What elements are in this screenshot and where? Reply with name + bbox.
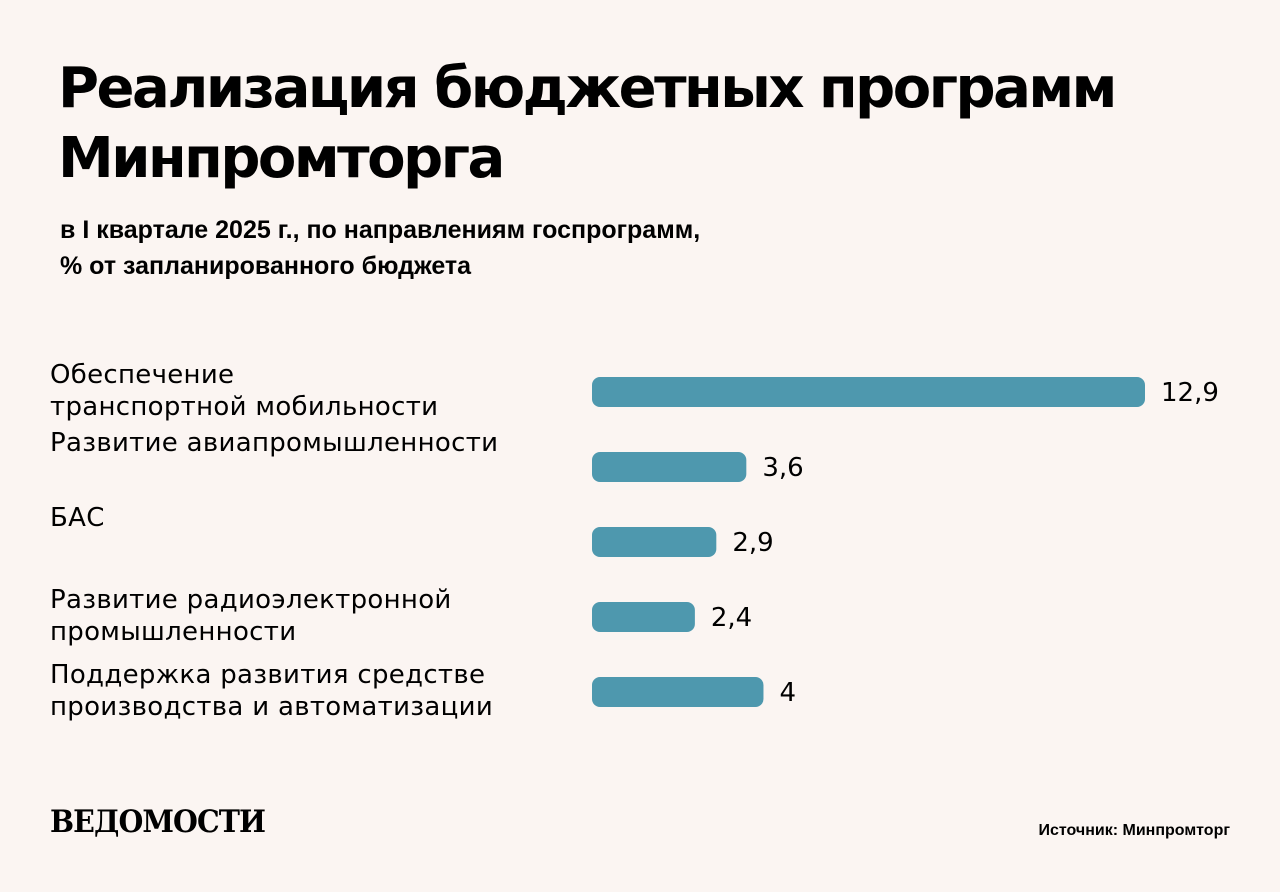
vedomosti-logo: ВЕДОМОСТИ (50, 804, 266, 840)
value-label: 4 (779, 678, 796, 708)
value-label: 2,4 (711, 603, 752, 633)
category-label: Обеспечение транспортной мобильности (50, 360, 438, 422)
category-label-line: Развитие авиапромышленности (50, 428, 498, 458)
value-label: 3,6 (762, 453, 803, 483)
category-label-line: промышленности (50, 617, 296, 647)
category-label-line: транспортной мобильности (50, 392, 438, 422)
bar (592, 677, 764, 707)
bar (592, 602, 695, 632)
category-label-line: производства и автоматизации (50, 692, 493, 722)
bar (592, 452, 747, 482)
bar (592, 377, 1145, 407)
category-label: Развитие авиапромышленности (50, 428, 498, 458)
category-label-line: БАС (50, 503, 105, 533)
value-label: 12,9 (1161, 378, 1219, 408)
bar (592, 527, 717, 557)
subtitle-line-2: % от запланированного бюджета (60, 252, 472, 280)
chart-title: Реализация бюджетных программ Минпромтор… (58, 56, 1117, 191)
chart-subtitle: в I квартале 2025 г., по направлениям го… (60, 212, 960, 284)
subtitle-line-1: в I квартале 2025 г., по направлениям го… (60, 216, 701, 244)
category-label-line: Поддержка развития средстве (50, 660, 485, 690)
category-label-line: Обеспечение (50, 360, 234, 390)
source-note: Источник: Минпромторг (1038, 822, 1230, 839)
category-label: Поддержка развития средстве производства … (50, 660, 493, 722)
value-label: 2,9 (732, 528, 773, 558)
category-label-line: Развитие радиоэлектронной (50, 585, 452, 615)
category-label: Развитие радиоэлектронной промышленности (50, 585, 452, 647)
category-label: БАС (50, 503, 105, 533)
